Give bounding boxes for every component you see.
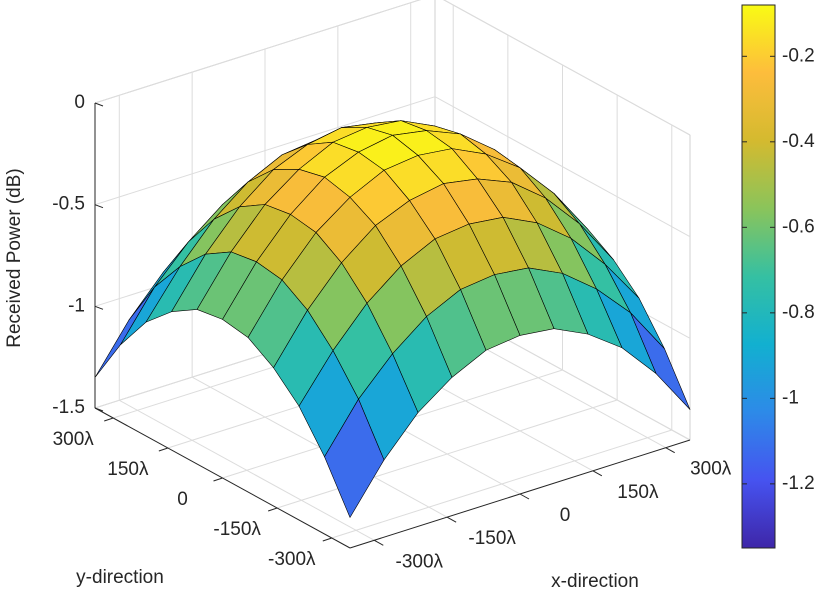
- x-tick: [592, 470, 603, 477]
- axes-foreground: -300λ -150λ 0 150λ 300λ -300λ -150λ 0 150λ 300λ -1…: [52, 92, 732, 572]
- x-tick-label: 300λ: [690, 459, 732, 480]
- grid-line: [276, 399, 618, 509]
- colorbar-tick-label: -0.4: [782, 131, 815, 152]
- y-tick-label: -150λ: [213, 519, 261, 540]
- x-tick-label: 0: [560, 505, 571, 526]
- z-axis-label: Received Power (dB): [4, 168, 25, 348]
- colorbar-tick-label: -0.8: [782, 302, 815, 323]
- x-tick: [519, 493, 530, 500]
- x-axis-label: x-direction: [551, 571, 639, 592]
- surface-face: [94, 286, 155, 378]
- x-tick: [446, 516, 457, 523]
- y-tick: [213, 477, 223, 482]
- surface-face: [324, 398, 385, 518]
- y-tick: [158, 447, 169, 452]
- z-tick: [94, 407, 104, 412]
- z-tick: [94, 102, 104, 107]
- colorbar-tick-label: -1: [782, 387, 799, 408]
- z-tick: [94, 204, 104, 209]
- colorbar-tick-label: -0.6: [782, 216, 815, 237]
- x-tick: [374, 539, 384, 546]
- grid-line: [331, 429, 672, 539]
- colorbar-tick-label: -1.2: [782, 473, 815, 494]
- surface: [94, 120, 691, 518]
- x-tick-label: -150λ: [468, 528, 516, 549]
- z-tick-label: -1: [68, 295, 85, 316]
- y-tick-label: 300λ: [53, 429, 95, 450]
- y-tick: [322, 537, 332, 542]
- x-tick: [665, 447, 675, 454]
- z-tick: [94, 305, 104, 310]
- y-tick: [104, 417, 114, 422]
- colorbar: [741, 4, 776, 549]
- y-tick-label: -300λ: [268, 549, 316, 570]
- z-tick-label: -0.5: [52, 194, 85, 215]
- colorbar-tick-label: -0.2: [782, 45, 815, 66]
- y-tick: [267, 507, 278, 512]
- y-tick-label: 0: [177, 489, 188, 510]
- y-tick-label: 150λ: [107, 459, 149, 480]
- x-tick-label: 150λ: [617, 482, 659, 503]
- z-tick-label: -1.5: [52, 397, 85, 418]
- z-tick-label: 0: [74, 92, 85, 113]
- y-axis-label: y-direction: [76, 567, 164, 588]
- x-tick-label: -300λ: [396, 551, 444, 572]
